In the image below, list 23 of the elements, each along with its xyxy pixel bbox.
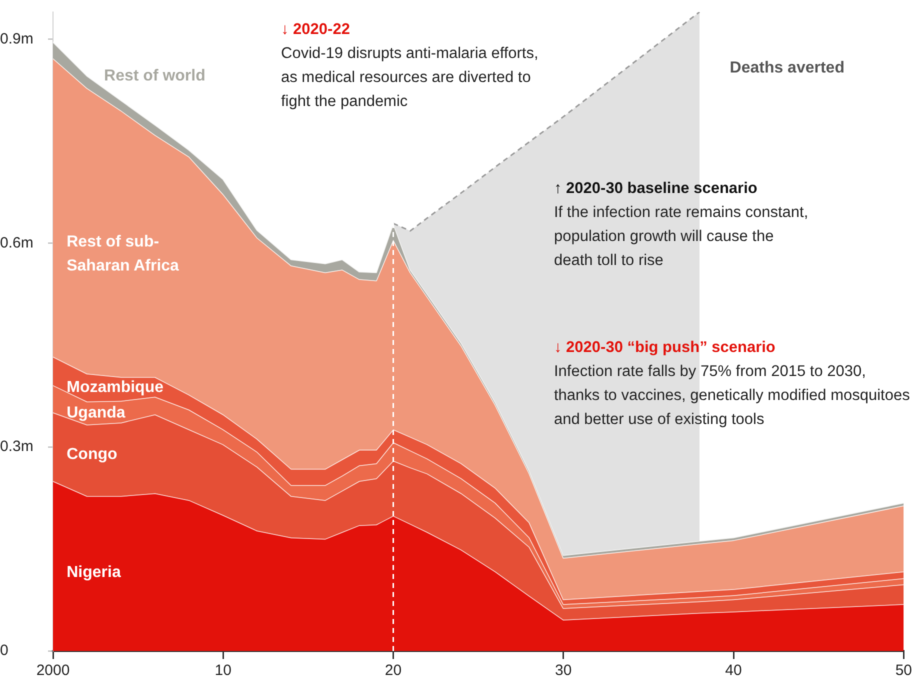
- series-label: Rest of sub-Saharan Africa: [66, 233, 180, 274]
- series-label: Rest of world: [104, 67, 206, 84]
- x-tick-label: 10: [214, 662, 232, 680]
- annotation: Infection rate falls by 75% from 2015 to 2030, thanks to vaccines, genetically modified mosquitoes and better use of existing tools: [554, 362, 911, 430]
- y-tick-label: 0.9m: [0, 30, 34, 48]
- series-label: Uganda: [66, 404, 126, 422]
- series-label: Nigeria: [66, 564, 121, 581]
- x-tick-label: 50: [895, 662, 912, 680]
- series-label: Congo: [66, 446, 118, 464]
- annotation: Covid-19 disrupts anti-malaria efforts, as medical resources are diverted to fight the pandemic: [281, 44, 540, 112]
- series-label: Deaths averted: [730, 60, 844, 77]
- x-tick-label: 2000: [36, 662, 70, 680]
- y-tick-label: 0.3m: [0, 438, 34, 456]
- annotation: ↑ 2020-30 baseline scenario: [554, 179, 758, 199]
- y-tick-label: 0.6m: [0, 234, 34, 252]
- annotation: If the infection rate remains constant, population growth will cause the death toll to rise: [554, 203, 810, 271]
- x-tick-label: 20: [384, 662, 402, 680]
- annotation: ↓ 2020-22: [281, 20, 351, 40]
- x-tick-label: 30: [555, 662, 572, 680]
- annotation: ↓ 2020-30 “big push” scenario: [554, 338, 776, 358]
- series-label: Mozambique: [66, 379, 164, 396]
- x-tick-label: 40: [725, 662, 742, 680]
- y-tick-label: 0: [0, 642, 8, 660]
